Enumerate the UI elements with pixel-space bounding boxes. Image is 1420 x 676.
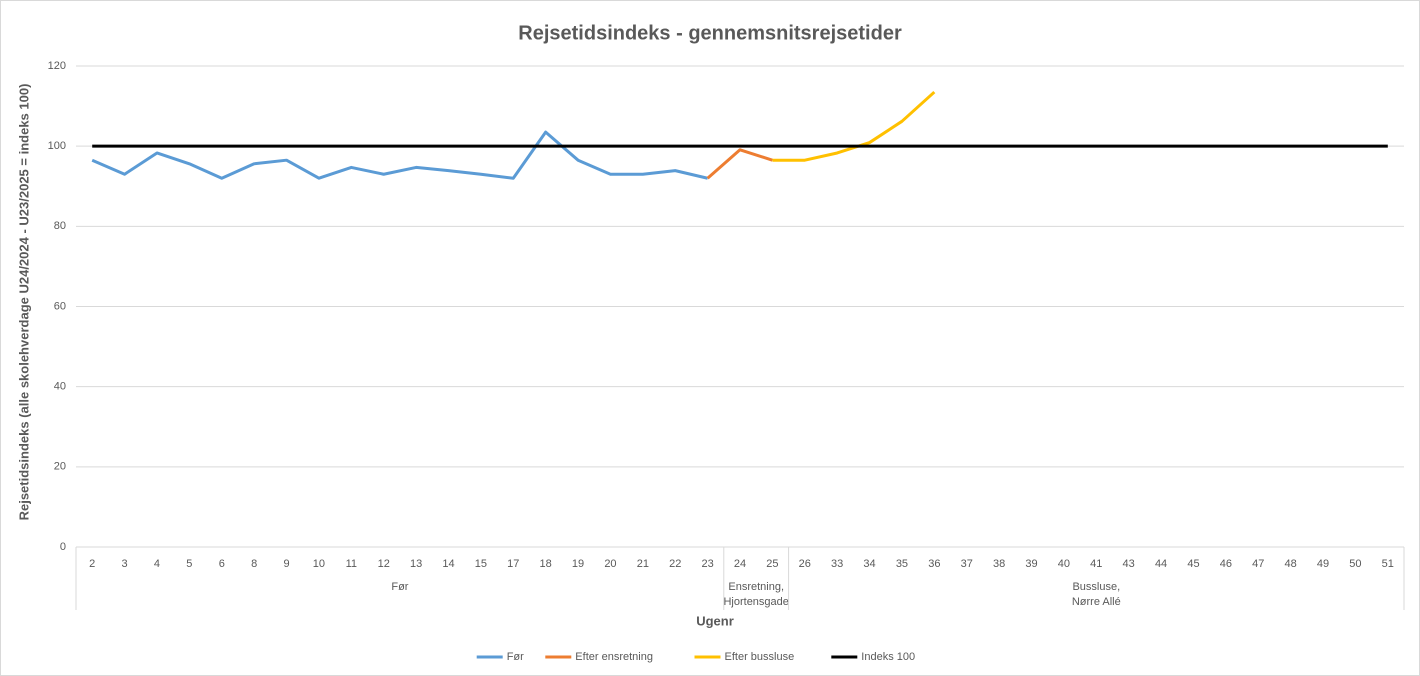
x-tick-label: 15	[475, 558, 487, 570]
x-tick-label: 13	[410, 558, 422, 570]
x-tick-label: 14	[442, 558, 454, 570]
x-tick-label: 36	[928, 558, 940, 570]
legend-label: Efter ensretning	[575, 651, 653, 663]
y-axis-title: Rejsetidsindeks (alle skolehverdage U24/…	[16, 84, 31, 521]
x-tick-label: 5	[186, 558, 192, 570]
x-tick-label: 45	[1187, 558, 1199, 570]
x-tick-label: 9	[283, 558, 289, 570]
y-tick-label: 20	[54, 461, 66, 473]
x-tick-label: 12	[378, 558, 390, 570]
x-tick-label: 40	[1058, 558, 1070, 570]
group-label: Bussluse,	[1072, 581, 1120, 593]
x-tick-label: 34	[863, 558, 875, 570]
x-tick-label: 38	[993, 558, 1005, 570]
x-tick-label: 19	[572, 558, 584, 570]
x-tick-label: 20	[604, 558, 616, 570]
x-tick-label: 10	[313, 558, 325, 570]
x-tick-label: 17	[507, 558, 519, 570]
x-tick-label: 26	[799, 558, 811, 570]
legend-label: Efter bussluse	[725, 651, 795, 663]
x-tick-label: 22	[669, 558, 681, 570]
x-tick-label: 43	[1123, 558, 1135, 570]
x-tick-label: 18	[540, 558, 552, 570]
x-tick-label: 24	[734, 558, 746, 570]
x-axis-title: Ugenr	[696, 613, 734, 628]
y-tick-label: 120	[48, 60, 66, 72]
series-line	[706, 148, 773, 180]
y-tick-label: 40	[54, 381, 66, 393]
x-tick-label: 50	[1349, 558, 1361, 570]
y-tick-label: 80	[54, 220, 66, 232]
x-tick-label: 48	[1285, 558, 1297, 570]
x-tick-label: 41	[1090, 558, 1102, 570]
group-label: Ensretning,	[728, 581, 784, 593]
x-tick-label: 46	[1220, 558, 1232, 570]
x-tick-label: 4	[154, 558, 160, 570]
x-tick-label: 37	[961, 558, 973, 570]
y-tick-label: 0	[60, 541, 66, 553]
x-tick-label: 33	[831, 558, 843, 570]
group-label: Nørre Allé	[1072, 596, 1121, 608]
chart-title: Rejsetidsindeks - gennemsnitsrejsetider	[518, 22, 902, 44]
series-line	[772, 90, 936, 162]
x-tick-label: 23	[701, 558, 713, 570]
x-tick-label: 21	[637, 558, 649, 570]
x-tick-label: 39	[1025, 558, 1037, 570]
x-tick-label: 6	[219, 558, 225, 570]
x-tick-label: 8	[251, 558, 257, 570]
x-tick-label: 3	[122, 558, 128, 570]
group-label: Før	[391, 581, 408, 593]
legend-label: Før	[507, 651, 524, 663]
series-line	[91, 130, 708, 180]
x-tick-label: 25	[766, 558, 778, 570]
x-tick-label: 44	[1155, 558, 1167, 570]
x-tick-label: 35	[896, 558, 908, 570]
group-label: Hjortensgade	[723, 596, 788, 608]
y-tick-label: 60	[54, 300, 66, 312]
y-tick-label: 100	[48, 140, 66, 152]
x-tick-label: 11	[346, 558, 357, 570]
x-tick-label: 47	[1252, 558, 1264, 570]
x-tick-label: 49	[1317, 558, 1329, 570]
legend-label: Indeks 100	[861, 651, 915, 663]
x-tick-label: 2	[89, 558, 95, 570]
x-tick-label: 51	[1382, 558, 1394, 570]
